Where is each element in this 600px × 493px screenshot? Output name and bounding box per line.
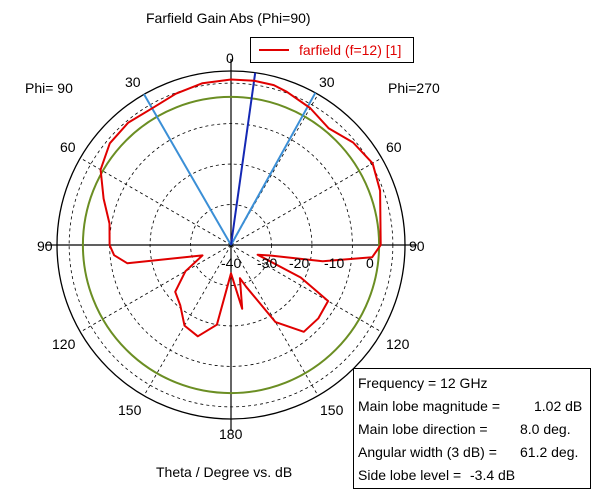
phi-left-label: Phi= 90	[25, 80, 73, 96]
angle-label-left-30: 30	[125, 74, 141, 90]
axis-label: Theta / Degree vs. dB	[156, 464, 293, 480]
angle-label-left-120: 120	[52, 336, 76, 352]
farfield-curve	[99, 78, 382, 338]
phi-right-label: Phi=270	[388, 80, 440, 96]
angle-label-left-90: 90	[37, 238, 53, 254]
angle-label-180: 180	[219, 426, 243, 442]
direction-lines	[143, 72, 317, 246]
beamwidth-line-1	[230, 92, 317, 246]
info-magnitude-label: Main lobe magnitude =	[358, 398, 501, 414]
info-row-main-lobe-direction: Main lobe direction = 8.0 deg.	[358, 418, 590, 441]
grid-spoke-210	[143, 244, 232, 396]
grid-spoke-120	[230, 244, 382, 333]
radial-label-minus10: -10	[324, 255, 345, 271]
grid-spoke-240	[80, 244, 232, 333]
info-frequency-label: Frequency = 12 GHz	[358, 375, 488, 391]
legend-swatch	[259, 49, 289, 51]
info-sidelobe-label: Side lobe level =	[358, 467, 462, 483]
radial-label-0: 0	[366, 255, 374, 271]
angle-label-right-150: 150	[320, 402, 344, 418]
reference-circle	[81, 95, 381, 395]
beamwidth-line-0	[143, 93, 232, 246]
info-row-side-lobe-level: Side lobe level = -3.4 dB	[358, 464, 590, 487]
info-row-main-lobe-magnitude: Main lobe magnitude = 1.02 dB	[358, 395, 590, 418]
info-direction-label: Main lobe direction =	[358, 421, 488, 437]
info-row-angular-width: Angular width (3 dB) = 61.2 deg.	[358, 441, 590, 464]
grid-spoke-60	[230, 157, 382, 246]
angle-label-left-150: 150	[118, 402, 142, 418]
angle-label-left-60: 60	[60, 139, 76, 155]
radial-label-minus20: -20	[289, 255, 310, 271]
grid-spoke-300	[80, 157, 232, 246]
angle-label-right-90: 90	[409, 238, 425, 254]
angle-label-0: 0	[226, 50, 234, 66]
info-direction-value: 8.0 deg.	[520, 421, 571, 437]
angle-label-right-30: 30	[319, 74, 335, 90]
radial-label-minus40: -40	[221, 255, 242, 271]
info-row-frequency: Frequency = 12 GHz	[358, 372, 590, 395]
radial-label-minus30: -30	[257, 255, 278, 271]
grid-spoke-30	[230, 94, 319, 246]
main-lobe-line	[230, 72, 257, 246]
angle-label-right-60: 60	[386, 139, 402, 155]
legend-label: farfield (f=12) [1]	[299, 42, 402, 58]
info-sidelobe-value: -3.4 dB	[470, 467, 516, 483]
info-box: Frequency = 12 GHz Main lobe magnitude =…	[353, 368, 591, 489]
info-width-label: Angular width (3 dB) =	[358, 444, 497, 460]
angle-label-right-120: 120	[386, 336, 410, 352]
info-magnitude-value: 1.02 dB	[534, 398, 583, 414]
info-width-value: 61.2 deg.	[520, 444, 579, 460]
legend: farfield (f=12) [1]	[250, 37, 414, 63]
chart-title: Farfield Gain Abs (Phi=90)	[146, 10, 311, 26]
